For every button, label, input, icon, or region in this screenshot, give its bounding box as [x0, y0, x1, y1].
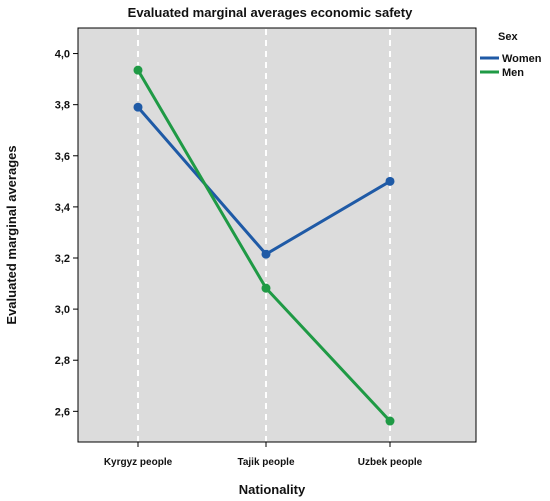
- data-point-men: [261, 283, 271, 293]
- data-point-women: [261, 249, 271, 259]
- y-tick-label: 4,0: [55, 49, 70, 61]
- legend-entry: Men: [502, 67, 524, 79]
- y-tick-label: 3,4: [55, 202, 71, 214]
- y-tick-label: 3,6: [55, 151, 70, 163]
- x-axis-label: Nationality: [239, 482, 306, 497]
- series-group: [133, 65, 395, 426]
- x-axis: Kyrgyz people Tajik people Uzbek people: [104, 442, 423, 468]
- y-tick-label: 3,0: [55, 304, 70, 316]
- data-point-men: [385, 416, 395, 426]
- legend: Sex Women Men: [480, 31, 542, 79]
- data-point-women: [385, 176, 395, 186]
- y-tick-label: 2,8: [55, 355, 70, 367]
- y-axis-label: Evaluated marginal averages: [4, 145, 19, 324]
- x-tick-label: Kyrgyz people: [104, 457, 173, 468]
- x-tick-label: Uzbek people: [358, 457, 423, 468]
- x-tick-label: Tajik people: [237, 457, 294, 468]
- grid-lines: [137, 29, 391, 441]
- y-tick-label: 3,2: [55, 253, 70, 265]
- chart-title: Evaluated marginal averages economic saf…: [128, 5, 413, 20]
- data-point-men: [133, 65, 143, 75]
- legend-entry: Women: [502, 53, 542, 65]
- data-point-women: [133, 102, 143, 112]
- legend-title: Sex: [498, 31, 518, 43]
- plot-area: [77, 27, 477, 443]
- y-tick-label: 2,6: [55, 406, 70, 418]
- y-axis: 4,0 3,8 3,6 3,4 3,2 3,0 2,8 2,6: [55, 49, 78, 418]
- y-tick-label: 3,8: [55, 100, 70, 112]
